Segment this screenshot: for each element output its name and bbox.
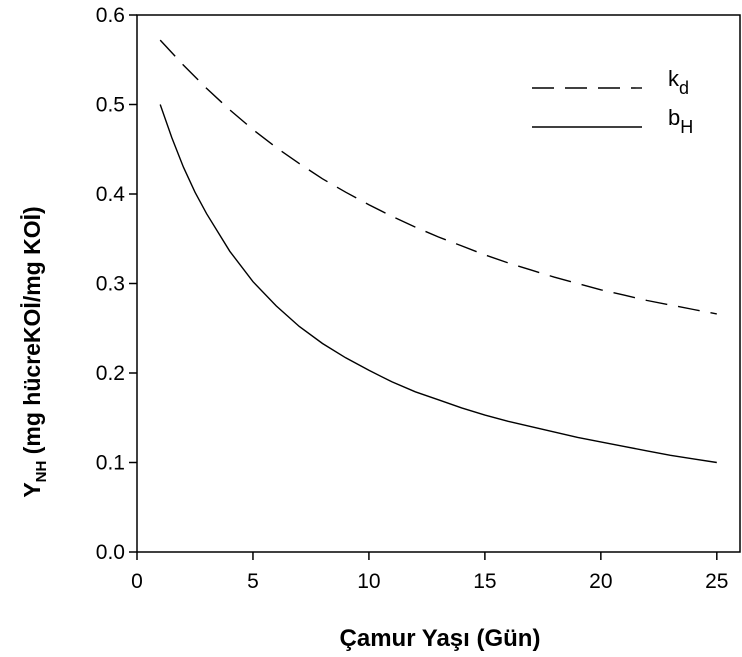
y-tick-label: 0.5 <box>96 94 125 117</box>
y-tick-label: 0.2 <box>96 362 125 385</box>
plot-frame <box>136 14 741 553</box>
legend: kd bH <box>532 66 693 137</box>
plot-area <box>136 14 741 553</box>
x-axis: 0 5 10 15 20 25 <box>131 552 728 593</box>
y-axis-title-sub: NH <box>33 461 50 483</box>
y-axis-title-rest: (mg hücreKOİ/mg KOİ) <box>19 206 45 460</box>
x-tick-label: 15 <box>473 570 496 593</box>
x-tick-label: 0 <box>131 570 143 593</box>
y-tick-label: 0.6 <box>96 4 125 27</box>
y-tick-label: 0.3 <box>96 273 125 296</box>
legend-label-bH: bH <box>668 105 693 137</box>
y-axis-title: YNH (mg hücreKOİ/mg KOİ) <box>19 206 50 497</box>
x-tick-label: 25 <box>705 570 728 593</box>
x-tick-label: 5 <box>247 570 259 593</box>
series-line-bH <box>159 104 717 464</box>
y-axis-title-main: Y <box>19 482 45 497</box>
x-tick-label: 10 <box>357 570 380 593</box>
y-axis: 0.0 0.1 0.2 0.3 0.4 0.5 0.6 <box>96 4 137 564</box>
y-tick-label: 0.0 <box>96 541 125 564</box>
y-tick-label: 0.4 <box>96 183 126 206</box>
series-line-kd <box>159 39 717 315</box>
y-tick-label: 0.1 <box>96 452 125 475</box>
series-layer <box>159 39 717 464</box>
x-axis-title: Çamur Yaşı (Gün) <box>340 625 541 652</box>
x-tick-label: 20 <box>589 570 612 593</box>
legend-label-kd: kd <box>668 66 689 98</box>
